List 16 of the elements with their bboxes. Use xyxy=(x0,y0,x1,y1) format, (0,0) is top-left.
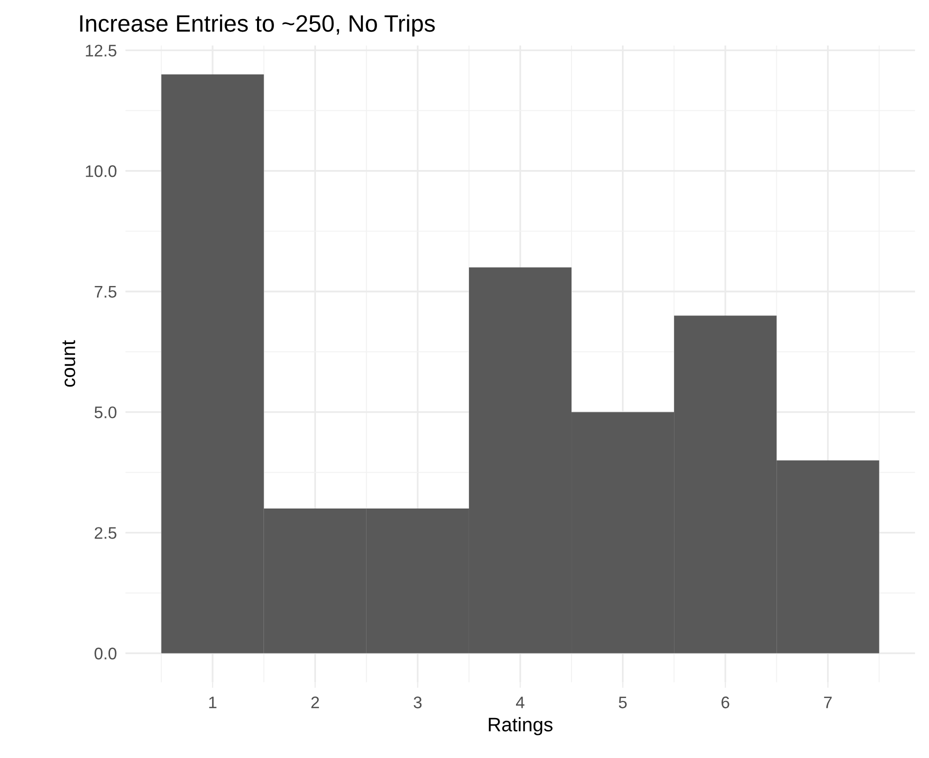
y-tick-label: 10.0 xyxy=(86,165,116,178)
y-axis-title: count xyxy=(62,340,76,387)
y-tick-label: 5.0 xyxy=(94,406,116,418)
x-tick-label: 3 xyxy=(414,696,422,708)
x-tick-label: 1 xyxy=(209,696,216,708)
y-tick-label: 2.5 xyxy=(94,527,116,539)
x-tick-label: 7 xyxy=(824,696,832,708)
y-tick-label: 0.0 xyxy=(94,648,116,660)
chart-title: Increase Entries to ~250, No Trips xyxy=(80,14,435,36)
x-tick-label: 5 xyxy=(618,696,627,708)
x-tick-label: 2 xyxy=(311,696,319,708)
y-tick-label: 7.5 xyxy=(94,286,116,298)
x-tick-label: 6 xyxy=(722,696,730,708)
x-tick-label: 4 xyxy=(516,696,524,708)
y-tick-label: 12.5 xyxy=(86,44,116,57)
x-axis-title: Ratings xyxy=(488,717,553,736)
